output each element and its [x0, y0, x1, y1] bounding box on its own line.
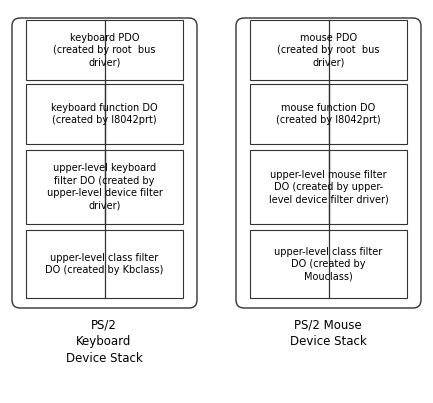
- Text: upper-level mouse filter
DO (created by upper-
level device filter driver): upper-level mouse filter DO (created by …: [268, 170, 388, 204]
- Bar: [250, 20, 407, 80]
- Text: upper-level keyboard
filter DO (created by
upper-level device filter
driver): upper-level keyboard filter DO (created …: [47, 163, 162, 211]
- Bar: [250, 84, 407, 144]
- Bar: [26, 150, 183, 224]
- Text: mouse function DO
(created by I8042prt): mouse function DO (created by I8042prt): [276, 103, 381, 125]
- Text: upper-level class filter
DO (created by Kbclass): upper-level class filter DO (created by …: [45, 253, 164, 275]
- FancyBboxPatch shape: [236, 18, 421, 308]
- Bar: [26, 20, 183, 80]
- Text: keyboard function DO
(created by I8042prt): keyboard function DO (created by I8042pr…: [51, 103, 158, 125]
- Text: keyboard PDO
(created by root  bus
driver): keyboard PDO (created by root bus driver…: [53, 33, 156, 67]
- Bar: [250, 230, 407, 298]
- Text: PS/2 Mouse
Device Stack: PS/2 Mouse Device Stack: [290, 318, 366, 348]
- Text: PS/2
Keyboard
Device Stack: PS/2 Keyboard Device Stack: [66, 318, 142, 365]
- Text: upper-level class filter
DO (created by
Mouclass): upper-level class filter DO (created by …: [275, 247, 383, 281]
- Bar: [26, 230, 183, 298]
- FancyBboxPatch shape: [12, 18, 197, 308]
- Bar: [26, 84, 183, 144]
- Bar: [250, 150, 407, 224]
- Text: mouse PDO
(created by root  bus
driver): mouse PDO (created by root bus driver): [277, 33, 380, 67]
